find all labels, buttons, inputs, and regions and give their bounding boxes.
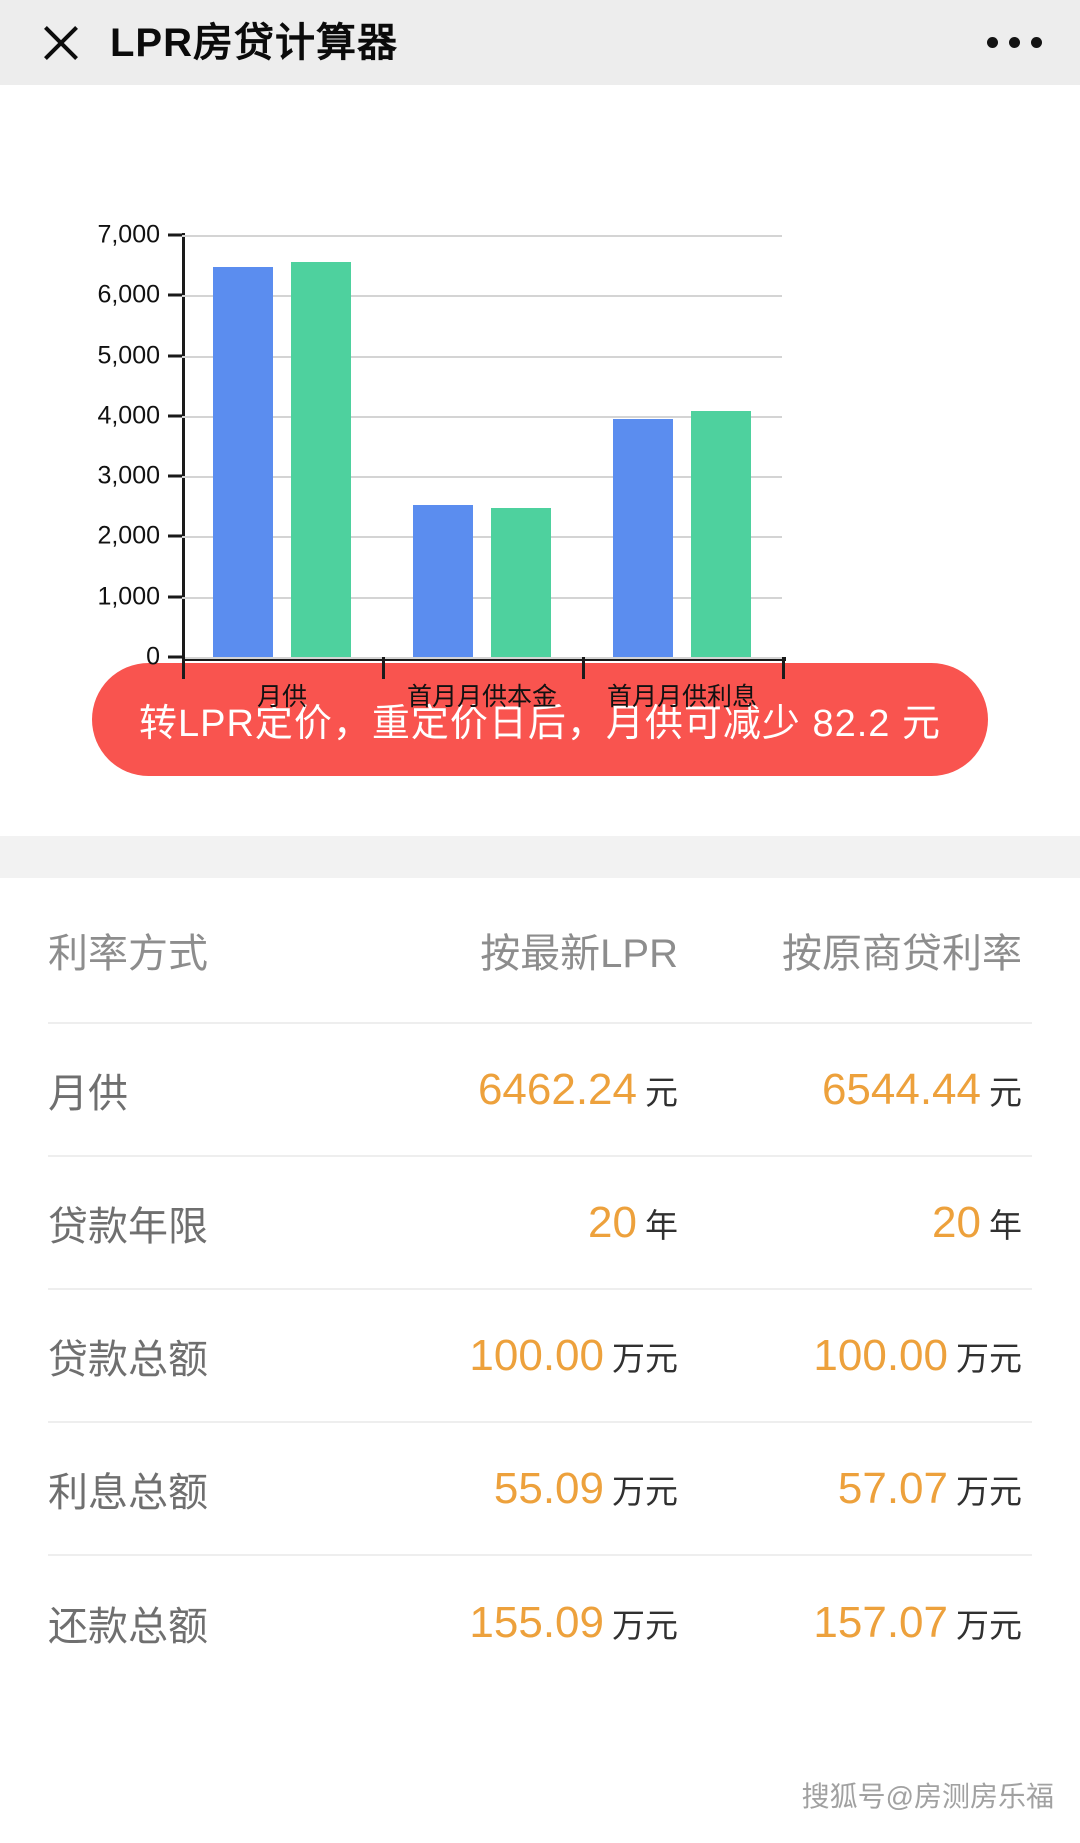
table-row-label: 贷款年限	[48, 1204, 208, 1249]
chart-gridline	[182, 657, 782, 659]
table-cell-unit: 万元	[612, 1472, 678, 1510]
table-row: 月供 6462.24 元 6544.44 元	[48, 1024, 1032, 1157]
table-row-label: 月供	[48, 1071, 128, 1116]
banner-spacer	[0, 776, 1080, 836]
table-cell-unit: 万元	[956, 1472, 1022, 1510]
table-cell-original: 100.00 万元	[692, 1331, 1032, 1381]
table-cell-value: 55.09	[493, 1463, 604, 1513]
chart-y-tick-label: 3,000	[97, 461, 160, 490]
table-body: 月供 6462.24 元 6544.44 元贷款年限 20 年 20 年贷款总额 100.00 万元…	[48, 1024, 1032, 1689]
table-cell-value: 57.07	[837, 1463, 948, 1513]
table-cell-value: 20	[588, 1197, 637, 1247]
table-row: 贷款年限 20 年 20 年	[48, 1157, 1032, 1290]
chart-y-tick-label: 2,000	[97, 521, 160, 550]
table-cell-unit: 元	[989, 1073, 1022, 1111]
table-cell-value: 6462.24	[477, 1064, 637, 1114]
chart-y-tick-mark	[168, 655, 182, 659]
chart-x-tick-mark	[582, 657, 585, 679]
table-cell-value: 20	[932, 1197, 981, 1247]
chart-gridline	[182, 295, 782, 298]
chart-card: 0 1,000 2,000 3,000 4,000 5,000 6,000 7,000 月供 首…	[0, 85, 1080, 836]
table-cell-unit: 万元	[956, 1339, 1022, 1377]
table-cell-unit: 万元	[612, 1339, 678, 1377]
chart-gridline	[182, 536, 782, 539]
banner-text: 转LPR定价，重定价日后，月供可减少 82.2 元	[139, 703, 941, 745]
table-cell-value: 100.00	[813, 1330, 948, 1380]
section-divider	[0, 836, 1080, 878]
chart-gridline	[182, 235, 782, 237]
chart-y-tick-label: 5,000	[97, 341, 160, 370]
close-icon[interactable]	[38, 20, 84, 66]
chart-bar	[413, 505, 473, 657]
table-header-col1: 按最新LPR	[480, 932, 678, 976]
chart-x-tick-label: 月供	[256, 683, 308, 711]
table-cell-unit: 万元	[612, 1606, 678, 1644]
table-row: 利息总额 55.09 万元 57.07 万元	[48, 1423, 1032, 1556]
table-row-label: 利息总额	[48, 1470, 208, 1515]
table-header-row: 利率方式 按最新LPR 按原商贷利率	[48, 878, 1032, 1024]
chart-x-tick-mark	[382, 657, 385, 679]
chart-bar	[613, 418, 673, 657]
bar-chart: 0 1,000 2,000 3,000 4,000 5,000 6,000 7,000 月供 首…	[0, 85, 1080, 711]
chart-x-tick-mark	[782, 657, 785, 679]
table-row-label: 贷款总额	[48, 1337, 208, 1382]
chart-bar	[491, 508, 551, 657]
table-cell-unit: 年	[989, 1206, 1022, 1244]
chart-y-tick-mark	[168, 474, 182, 478]
table-cell-lpr: 20 年	[348, 1198, 692, 1248]
table-cell-unit: 万元	[956, 1606, 1022, 1644]
page-title: LPR房贷计算器	[110, 20, 398, 65]
table-cell-unit: 年	[645, 1206, 678, 1244]
table-cell-lpr: 55.09 万元	[348, 1464, 692, 1514]
chart-x-tick-mark	[182, 657, 185, 679]
comparison-table: 利率方式 按最新LPR 按原商贷利率 月供 6462.24 元 6544.44 元贷款年…	[0, 878, 1080, 1689]
table-cell-original: 6544.44 元	[692, 1065, 1032, 1115]
app-header: LPR房贷计算器	[0, 0, 1080, 85]
chart-y-tick-mark	[168, 354, 182, 358]
chart-y-tick-label: 0	[146, 642, 160, 671]
table-header-label: 利率方式	[48, 932, 208, 976]
chart-gridline	[182, 355, 782, 358]
table-cell-original: 157.07 万元	[692, 1598, 1032, 1648]
lpr-savings-banner[interactable]: 转LPR定价，重定价日后，月供可减少 82.2 元	[92, 663, 988, 776]
chart-bar	[213, 267, 273, 657]
watermark: 搜狐号@房测房乐福	[801, 1781, 1054, 1812]
chart-y-tick-mark	[168, 534, 182, 538]
chart-x-axis	[182, 657, 786, 661]
chart-gridline	[182, 476, 782, 479]
chart-x-tick-label: 首月月供本金	[406, 683, 558, 711]
chart-y-tick-label: 1,000	[97, 582, 160, 611]
table-row-label: 还款总额	[48, 1604, 208, 1649]
chart-y-axis	[182, 233, 185, 661]
table-cell-value: 155.09	[469, 1597, 604, 1647]
table-cell-lpr: 6462.24 元	[348, 1065, 692, 1115]
table-cell-original: 20 年	[692, 1198, 1032, 1248]
table-cell-lpr: 100.00 万元	[348, 1331, 692, 1381]
chart-bar	[691, 411, 751, 657]
chart-bar	[291, 262, 351, 657]
chart-y-tick-mark	[168, 233, 182, 237]
table-cell-value: 100.00	[469, 1330, 604, 1380]
table-row: 还款总额 155.09 万元 157.07 万元	[48, 1556, 1032, 1689]
chart-plot-area: 0 1,000 2,000 3,000 4,000 5,000 6,000 7,000	[97, 221, 782, 671]
table-cell-original: 57.07 万元	[692, 1464, 1032, 1514]
more-options-icon[interactable]	[987, 37, 1042, 48]
chart-x-tick-label: 首月月供利息	[606, 683, 758, 711]
chart-gridline	[182, 596, 782, 599]
chart-y-tick-mark	[168, 293, 182, 297]
chart-gridline	[182, 415, 782, 418]
table-cell-value: 157.07	[813, 1597, 948, 1647]
chart-y-tick-label: 7,000	[97, 220, 160, 249]
chart-y-tick-mark	[168, 595, 182, 599]
chart-y-tick-label: 4,000	[97, 401, 160, 430]
chart-y-tick-mark	[168, 414, 182, 418]
table-cell-lpr: 155.09 万元	[348, 1598, 692, 1648]
table-row: 贷款总额 100.00 万元 100.00 万元	[48, 1290, 1032, 1423]
table-cell-unit: 元	[645, 1073, 678, 1111]
chart-y-tick-label: 6,000	[97, 280, 160, 309]
table-header-col2: 按原商贷利率	[782, 932, 1022, 976]
table-cell-value: 6544.44	[821, 1064, 981, 1114]
